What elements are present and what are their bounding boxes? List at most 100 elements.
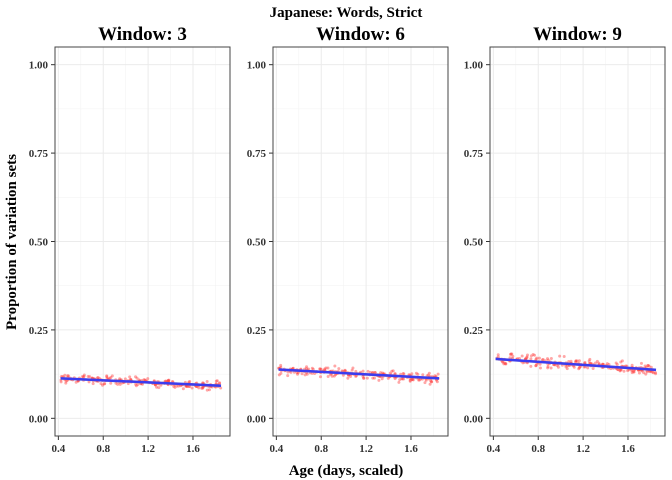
data-point xyxy=(197,386,201,390)
data-point xyxy=(529,357,533,361)
data-point xyxy=(647,364,651,368)
data-point xyxy=(96,375,100,379)
data-point xyxy=(74,380,78,384)
data-point xyxy=(146,377,150,381)
panels-group: Window: 3 0.4 0.8 1.2 1.6 0.00 0.25 0.50 0.75 1.0… xyxy=(29,24,666,455)
data-point xyxy=(630,363,634,367)
data-point xyxy=(82,374,86,378)
data-point xyxy=(510,352,514,356)
data-point xyxy=(279,371,283,375)
data-point xyxy=(114,381,118,385)
data-point xyxy=(362,376,366,380)
y-tick-label: 0.25 xyxy=(464,325,484,337)
data-point xyxy=(134,375,138,379)
data-point xyxy=(525,353,529,357)
y-tick-label: 0.25 xyxy=(29,325,49,337)
data-point xyxy=(332,374,336,378)
data-point xyxy=(529,354,533,358)
data-point xyxy=(59,380,63,384)
data-point xyxy=(583,360,587,364)
data-point xyxy=(134,384,138,388)
data-point xyxy=(123,377,127,381)
data-point xyxy=(546,366,550,370)
data-point xyxy=(205,380,209,384)
data-point xyxy=(549,366,553,370)
data-point xyxy=(587,359,591,363)
data-point xyxy=(501,360,505,364)
data-point xyxy=(190,386,194,390)
data-point xyxy=(614,361,618,365)
data-point xyxy=(615,363,619,367)
data-point xyxy=(632,370,636,374)
data-point xyxy=(207,388,211,392)
data-point xyxy=(619,360,623,364)
data-point xyxy=(428,382,432,386)
data-point xyxy=(172,384,176,388)
data-point xyxy=(408,379,412,383)
data-point xyxy=(575,359,579,363)
data-point xyxy=(136,383,140,387)
data-point xyxy=(593,361,597,365)
data-point xyxy=(546,365,550,369)
data-point xyxy=(537,356,541,360)
data-point xyxy=(82,373,86,377)
data-point xyxy=(591,366,595,370)
data-point xyxy=(620,359,624,363)
data-point xyxy=(86,374,90,378)
data-point xyxy=(101,383,105,387)
data-point xyxy=(414,371,418,375)
data-point xyxy=(556,365,560,369)
x-tick-label: 0.4 xyxy=(269,443,283,455)
data-point xyxy=(175,384,179,388)
data-point xyxy=(330,374,334,378)
data-point xyxy=(541,357,545,361)
data-point xyxy=(645,370,649,374)
data-point xyxy=(429,379,433,383)
data-point xyxy=(286,374,290,378)
data-point xyxy=(416,372,420,376)
x-axis-label: Age (days, scaled) xyxy=(289,463,404,479)
data-point xyxy=(80,375,84,379)
x-tick-label: 0.4 xyxy=(486,443,500,455)
data-point xyxy=(529,364,533,368)
data-point xyxy=(361,374,365,378)
data-point xyxy=(508,352,512,356)
data-point xyxy=(318,367,322,371)
data-point xyxy=(388,371,392,375)
data-point xyxy=(319,367,323,371)
data-point xyxy=(535,362,539,366)
data-point xyxy=(219,386,223,390)
data-point xyxy=(549,356,553,360)
data-point xyxy=(631,370,635,374)
data-point xyxy=(201,381,205,385)
data-point xyxy=(400,377,404,381)
data-point xyxy=(349,375,353,379)
data-point xyxy=(417,378,421,382)
data-point xyxy=(110,374,114,378)
data-point xyxy=(435,380,439,384)
data-point xyxy=(63,373,67,377)
data-point xyxy=(574,360,578,364)
data-point xyxy=(373,371,377,375)
data-point xyxy=(159,383,163,387)
data-point xyxy=(185,384,189,388)
panel-border xyxy=(489,46,666,437)
panel-title: Window: 6 xyxy=(316,24,405,45)
data-point xyxy=(423,381,427,385)
data-point xyxy=(218,381,222,385)
y-axis-label: Proportion of variation sets xyxy=(4,154,20,330)
data-point xyxy=(295,372,299,376)
data-point xyxy=(346,376,350,380)
data-point xyxy=(354,374,358,378)
data-point xyxy=(558,354,562,358)
data-point xyxy=(562,355,566,359)
data-point xyxy=(502,362,506,366)
data-point xyxy=(619,368,623,372)
data-point xyxy=(649,365,653,369)
panel-border xyxy=(54,46,231,437)
y-tick-label: 0.00 xyxy=(247,413,267,425)
data-point xyxy=(88,375,92,379)
data-point xyxy=(214,379,218,383)
data-point xyxy=(201,385,205,389)
